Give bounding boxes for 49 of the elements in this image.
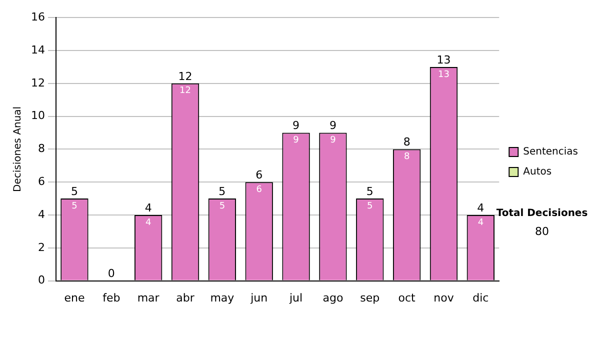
- y-tick-label: 16: [30, 10, 45, 24]
- x-tick-label: jun: [250, 291, 268, 304]
- data-label: 9: [330, 136, 336, 146]
- data-label: 4: [478, 218, 484, 228]
- total-label: 9: [292, 119, 300, 132]
- x-tick-label: dic: [472, 291, 489, 304]
- annotation: Total Decisiones: [495, 208, 589, 219]
- data-label: 4: [145, 218, 152, 228]
- total-label: 5: [366, 184, 374, 198]
- y-tick-label: 0: [38, 274, 45, 287]
- total-label: 5: [70, 184, 78, 198]
- y-tick-label: 8: [38, 142, 45, 156]
- total-label: 6: [256, 168, 263, 182]
- total-label: 5: [218, 184, 226, 198]
- text: 80: [534, 225, 550, 238]
- x-tick-label: oct: [398, 291, 416, 304]
- x-tick-label: abr: [176, 291, 195, 304]
- data-label: 5: [219, 201, 226, 212]
- data-label: 9: [293, 136, 300, 146]
- y-tick-label: 6: [38, 174, 45, 188]
- x-tick-label: nov: [434, 291, 454, 304]
- data-label: 6: [256, 184, 262, 195]
- total-label: 4: [144, 201, 152, 214]
- data-label: 5: [72, 201, 78, 212]
- x-tick-label: feb: [102, 291, 120, 304]
- y-tick-label: 10: [30, 109, 45, 122]
- total-label: 13: [436, 53, 451, 66]
- x-tick-label: ago: [322, 291, 344, 304]
- x-tick-label: jul: [288, 291, 303, 304]
- y-axis-title: Decisiones Anual: [12, 106, 24, 192]
- y-tick-label: 4: [38, 208, 45, 221]
- legend-label: Sentencias: [523, 146, 578, 158]
- y-tick-label: 12: [30, 76, 45, 90]
- y-tick-label: 2: [38, 240, 45, 254]
- total-label: 0: [108, 267, 115, 280]
- legend-label: Autos: [523, 166, 552, 178]
- x-tick-label: may: [210, 291, 235, 304]
- y-tick-label: 14: [30, 43, 45, 56]
- total-label: 9: [329, 119, 336, 132]
- x-tick-label: sep: [360, 291, 380, 304]
- total-label: 4: [477, 201, 484, 214]
- x-tick-label: ene: [64, 291, 85, 304]
- total-label: 12: [178, 70, 192, 83]
- total-label: 8: [403, 136, 410, 149]
- data-label: 5: [367, 201, 373, 212]
- x-tick-label: mar: [137, 291, 160, 304]
- data-label: 13: [438, 70, 450, 80]
- data-label: 8: [404, 152, 410, 162]
- data-label: 12: [180, 86, 191, 96]
